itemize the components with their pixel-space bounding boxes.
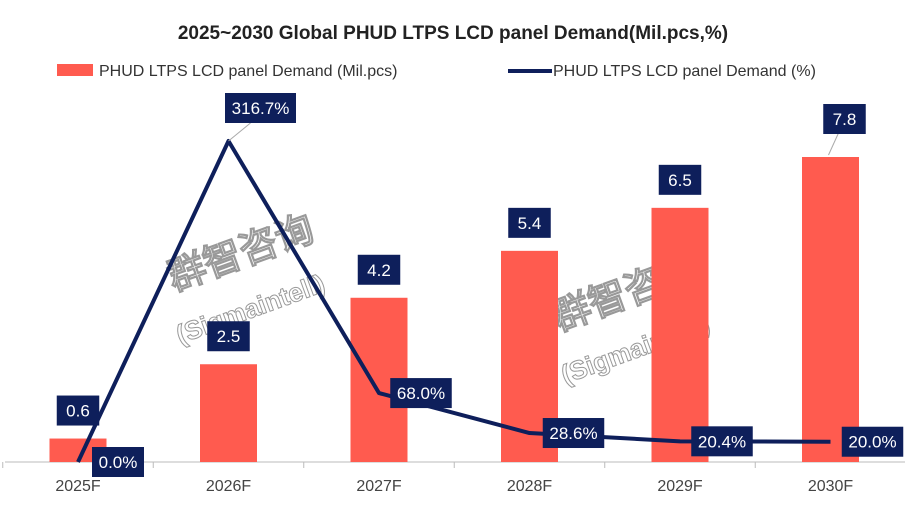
line-value-label: 316.7% <box>232 99 290 118</box>
line-value-label-box <box>92 447 144 477</box>
legend-bar-label: PHUD LTPS LCD panel Demand (Mil.pcs) <box>99 63 397 80</box>
x-tick-label: 2029F <box>657 478 703 495</box>
x-tick-label: 2030F <box>808 478 854 495</box>
bar-value-label-box <box>357 254 401 285</box>
line-value-label: 68.0% <box>397 384 445 403</box>
line-value-label-box <box>225 93 296 123</box>
x-tick-label: 2027F <box>356 478 402 495</box>
bar-2026F <box>200 364 257 462</box>
demand-pct-line <box>76 139 831 463</box>
leader-line <box>828 132 839 156</box>
chart-title: 2025~2030 Global PHUD LTPS LCD panel Dem… <box>178 23 728 44</box>
leader-line <box>228 122 251 142</box>
bar-value-label: 7.8 <box>833 110 857 129</box>
x-tick-label: 2028F <box>507 478 553 495</box>
legend-line-label: PHUD LTPS LCD panel Demand (%) <box>553 63 816 80</box>
bar-2029F <box>651 207 709 462</box>
x-tick-label: 2025F <box>55 478 101 495</box>
bar-value-label-box <box>207 321 250 352</box>
line-value-label-box <box>841 426 904 457</box>
line-value-label: 28.6% <box>549 424 597 443</box>
bar-value-label: 6.5 <box>668 171 692 190</box>
line-value-label: 0.0% <box>99 453 138 472</box>
x-tick-label: 2026F <box>206 478 252 495</box>
bar-value-label: 0.6 <box>66 402 90 421</box>
bar-value-label-box <box>823 104 866 134</box>
bar-value-label-box <box>508 207 551 238</box>
line-value-label-box <box>691 426 753 457</box>
legend-bar-swatch <box>57 64 93 76</box>
line-value-label: 20.0% <box>848 433 896 452</box>
line-value-label-box <box>542 418 605 449</box>
line-value-label-box <box>390 378 452 409</box>
bar-value-label: 4.2 <box>367 261 391 280</box>
bar-value-label-box <box>56 395 100 426</box>
line-value-label: 20.4% <box>698 432 746 451</box>
watermark: 群智咨询 (Sigmaintell) 群智咨询 (Sigmaintell) <box>162 207 714 390</box>
bar-2030F <box>802 157 859 462</box>
bar-value-label-box <box>658 164 702 195</box>
legend: PHUD LTPS LCD panel Demand (Mil.pcs) PHU… <box>57 63 816 80</box>
bar-value-label: 2.5 <box>217 327 241 346</box>
bar-value-label: 5.4 <box>518 214 542 233</box>
